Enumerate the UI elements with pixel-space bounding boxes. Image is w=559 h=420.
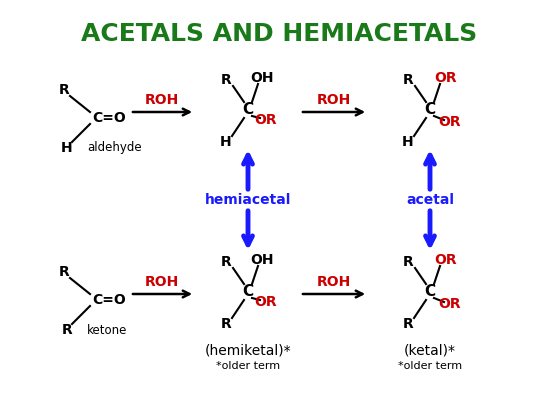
Text: H: H	[220, 135, 232, 149]
Text: hemiacetal: hemiacetal	[205, 193, 291, 207]
Text: R: R	[59, 265, 69, 279]
Text: OH: OH	[250, 253, 274, 267]
Text: ROH: ROH	[145, 93, 179, 107]
Text: C: C	[243, 102, 254, 118]
Text: H: H	[61, 141, 73, 155]
Text: C: C	[424, 284, 435, 299]
Text: R: R	[402, 317, 413, 331]
Text: R: R	[221, 255, 231, 269]
Text: OH: OH	[250, 71, 274, 85]
Text: C=O: C=O	[92, 293, 126, 307]
Text: OR: OR	[439, 115, 461, 129]
Text: OR: OR	[435, 253, 457, 267]
Text: ROH: ROH	[317, 93, 351, 107]
Text: OR: OR	[439, 297, 461, 311]
Text: ROH: ROH	[145, 275, 179, 289]
Text: H: H	[402, 135, 414, 149]
Text: R: R	[61, 323, 72, 337]
Text: R: R	[221, 317, 231, 331]
Text: ACETALS AND HEMIACETALS: ACETALS AND HEMIACETALS	[81, 22, 477, 46]
Text: acetal: acetal	[406, 193, 454, 207]
Text: R: R	[221, 73, 231, 87]
Text: (ketal)*: (ketal)*	[404, 343, 456, 357]
Text: R: R	[402, 255, 413, 269]
Text: OR: OR	[255, 113, 277, 127]
Text: C: C	[243, 284, 254, 299]
Text: C: C	[424, 102, 435, 118]
Text: OR: OR	[435, 71, 457, 85]
Text: ketone: ketone	[87, 323, 127, 336]
Text: ROH: ROH	[317, 275, 351, 289]
Text: (hemiketal)*: (hemiketal)*	[205, 343, 291, 357]
Text: aldehyde: aldehyde	[87, 142, 141, 155]
Text: *older term: *older term	[216, 361, 280, 371]
Text: OR: OR	[255, 295, 277, 309]
Text: *older term: *older term	[398, 361, 462, 371]
Text: R: R	[402, 73, 413, 87]
Text: R: R	[59, 83, 69, 97]
Text: C=O: C=O	[92, 111, 126, 125]
